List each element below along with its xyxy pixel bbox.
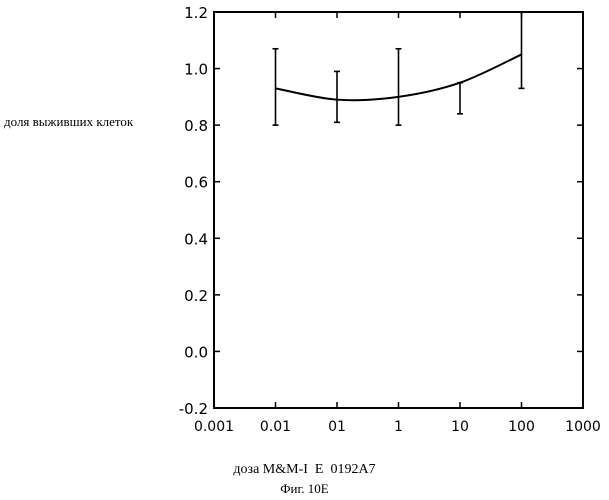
y-tick-label: 1.0 (184, 61, 208, 79)
x-tick-label: 1 (394, 419, 403, 435)
axis-tick-labels: 0.001 0.01 01 1 10 100 1000 1.2 1.0 0.8 0.6 0.4 0.2 0… (179, 4, 601, 435)
error-bars (273, 12, 525, 125)
y-tick-label: 0.2 (184, 287, 208, 305)
y-tick-label: -0.2 (179, 400, 208, 418)
figure-caption: Фиг. 10E (0, 481, 609, 497)
x-axis-label: доза M&M-I E 0192A7 (0, 462, 609, 478)
y-axis-label: доля выживших клеток (4, 114, 133, 130)
x-tick-label: 01 (328, 419, 346, 435)
x-tick-label: 0.001 (194, 419, 234, 435)
x-tick-label: 1000 (565, 419, 601, 435)
x-tick-label: 10 (451, 419, 469, 435)
y-tick-label: 1.2 (184, 4, 208, 22)
y-tick-label: 0.8 (184, 117, 208, 135)
y-tick-label: 0.4 (184, 230, 208, 248)
y-tick-label: 0.6 (184, 174, 208, 192)
x-tick-label: 100 (508, 419, 535, 435)
x-tick-label: 0.01 (260, 419, 291, 435)
y-tick-label: 0.0 (184, 343, 208, 361)
